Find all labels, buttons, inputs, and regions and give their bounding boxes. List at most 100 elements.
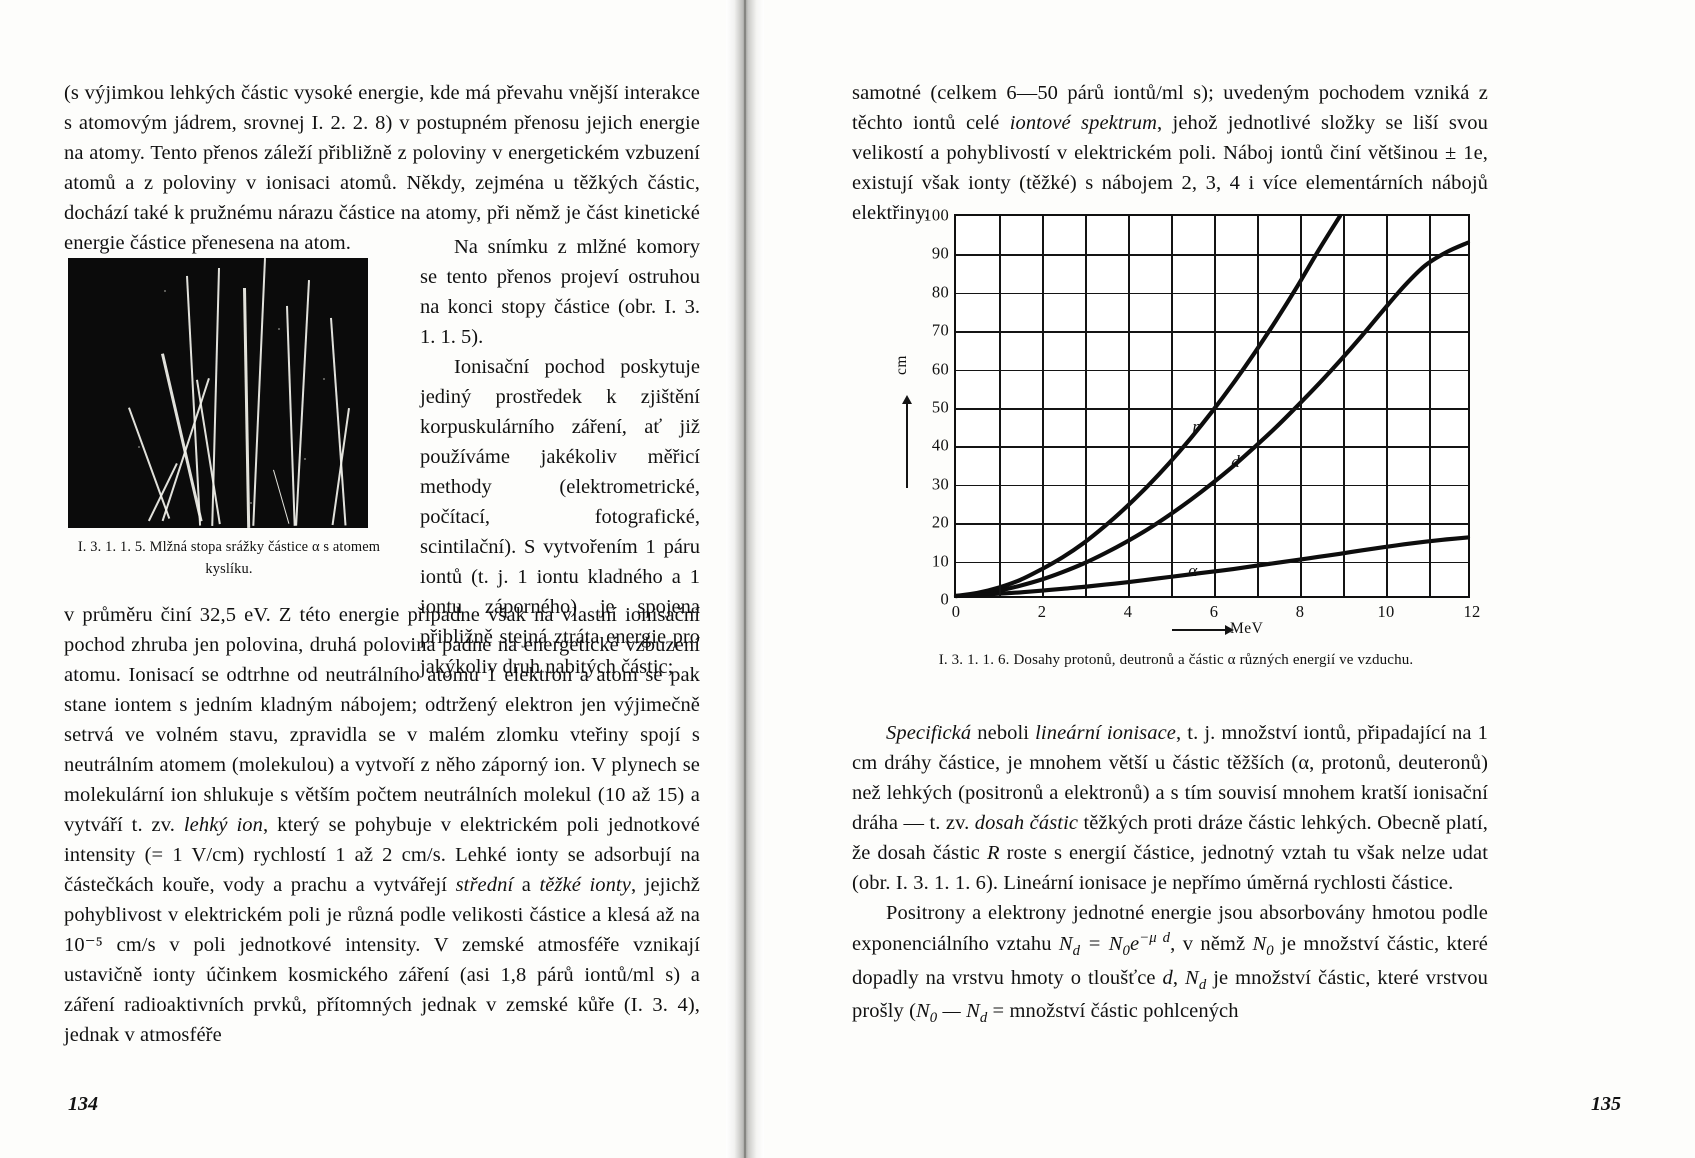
page-number-right: 135 [1591,1093,1621,1115]
right-paragraph-2: Specifická neboli lineární ionisace, t. … [852,718,1488,898]
lp4-c: a [513,874,540,897]
right-paragraph-1: samotné (celkem 6—50 párů iontů/ml s); u… [852,78,1488,228]
y-axis-arrow-icon [901,395,912,488]
rp2-it3: dosah částic [974,812,1079,835]
page-number-left: 134 [68,1093,98,1115]
rp2-d: roste s energií částice, jednotný vztah … [852,842,1488,895]
y-axis-tick-label: 70 [931,320,949,340]
y-axis-tick-label: 30 [931,474,949,494]
left-page-column: (s výjimkou lehkých částic vysoké energi… [64,78,700,258]
rp2-it4: R [987,842,1000,865]
x-axis-unit-label: MeV [1230,620,1264,637]
photo-caption: I. 3. 1. 1. 5. Mlžná stopa srážky částic… [77,539,381,577]
gridline-horizontal [956,484,1468,487]
gridline-vertical [1214,216,1216,596]
cloud-chamber-figure: I. 3. 1. 1. 5. Mlžná stopa srážky částic… [68,258,380,580]
rp3-c: je množství částic, které dopadly na vrs… [852,933,1489,989]
range-energy-chart-figure: cm MeV 0 10 20 30 40 50 60 70 80 90 100 0 2 4 6 8 10 12 p d… [866,206,1486,669]
gridline-vertical [1128,216,1130,596]
chart-plot-area: 0 10 20 30 40 50 60 70 80 90 100 0 2 4 6 8 10 12 p d α [923,206,1480,621]
chart-caption: I. 3. 1. 1. 6. Dosahy protonů, deutronů … [938,652,1414,668]
left-paragraph-1: (s výjimkou lehkých částic vysoké energi… [64,82,700,255]
left-page-wrapped-text: Na snímku z mlžné komory se tento přenos… [420,232,700,682]
y-axis-tick-label: 80 [931,282,949,302]
left-paragraph-4: v průměru činí 32,5 eV. Z této energie p… [64,600,700,1050]
y-axis-tick-label: 10 [931,551,949,571]
gridline-horizontal [956,408,1468,410]
rp2-c: těžkých proti dráze částic lehkých. Obec… [852,812,1488,865]
gridline-horizontal [956,292,1468,295]
y-axis-tick-label: 40 [931,435,949,455]
left-page-lower-text: v průměru činí 32,5 eV. Z této energie p… [64,600,700,1050]
gridline-vertical [1343,216,1345,596]
lp4-a: v průměru činí 32,5 eV. Z této energie p… [64,604,700,837]
y-axis-tick-label: 50 [931,397,949,417]
x-axis-tick-label: 12 [1463,602,1481,621]
rp2-it1: Specifická [886,722,972,744]
gridline-horizontal [956,331,1468,333]
gridline-vertical [1171,216,1173,596]
y-axis-tick-label: 0 [940,589,949,609]
curve-label-alpha: α [1188,561,1198,581]
gridline-vertical [1042,216,1044,596]
rp1-it: iontové spektrum [1009,112,1157,135]
y-axis-unit-label: cm [892,355,910,375]
cloud-chamber-photograph [68,258,368,528]
rp3-e: je množství částic, které vrstvou prošly… [852,966,1489,1023]
gridline-horizontal [956,369,1468,372]
x-axis-tick-label: 2 [1037,602,1047,621]
gridline-horizontal [956,446,1468,448]
right-paragraph-3: Positrony a elektrony jednotné energie j… [852,898,1488,1030]
rp2-b: , t. j. množství iontů, připadající na 1… [852,722,1488,835]
gridline-horizontal [956,561,1468,564]
rp2-a: neboli [971,722,1036,744]
rp2-it2: lineární ionisace [1035,722,1177,744]
x-axis-tick-label: 0 [951,602,961,621]
absorption-equation: Nd = N0e−μ d [1058,930,1171,960]
rp3-a: Positrony a elektrony jednotné energie j… [852,902,1488,956]
curve-label-d: d [1231,451,1240,471]
curve-alpha [953,535,1471,599]
lp4-it3: těžké ionty [539,874,631,897]
x-axis-tick-label: 8 [1295,602,1305,621]
y-axis-tick-label: 20 [931,512,949,532]
rp1-b: , jehož jednotlivé složky se liší svou v… [852,112,1488,225]
x-axis-tick-label: 4 [1123,602,1133,621]
curve-label-p: p [1192,417,1202,437]
chart-canvas: cm MeV 0 10 20 30 40 50 60 70 80 90 100 0 2 4 6 8 10 12 p d… [866,206,1486,637]
right-page-column: samotné (celkem 6—50 párů iontů/ml s); u… [852,78,1488,228]
book-spine-line [744,0,746,1158]
x-axis-tick-label: 10 [1377,602,1395,621]
symbol-Nd: Nd [1185,966,1207,993]
lp4-b: , který se pohybuje v elektrickém poli j… [64,814,700,897]
symbol-d: d [1162,966,1173,989]
x-axis-tick-label: 6 [1209,602,1219,621]
equation-difference: N0 — Nd [916,1000,988,1027]
rp3-d: , [1172,966,1186,989]
right-page-lower-text: Specifická neboli lineární ionisace, t. … [852,718,1488,1030]
rp1-a: samotné (celkem 6—50 párů iontů/ml s); u… [852,82,1488,135]
gridline-horizontal [956,254,1468,256]
gridline-vertical [999,216,1001,596]
rp3-b: , v němž [1170,933,1253,956]
x-axis-arrow-icon [1172,624,1234,635]
lp4-d: , jejichž pohyblivost v elektrickém poli… [64,874,700,1047]
lp4-it2: střední [455,874,514,897]
gridline-horizontal [956,523,1468,525]
y-axis-tick-label: 90 [931,243,949,263]
symbol-N0: N0 [1252,933,1274,960]
gridline-vertical [1085,216,1087,596]
y-axis-tick-label: 100 [923,205,949,225]
y-axis-tick-label: 60 [931,359,949,379]
curve-p [953,213,1343,599]
gridline-vertical [1429,216,1431,596]
lp4-it1: lehký ion [183,814,264,837]
gridline-vertical [1300,216,1302,596]
gridline-vertical [1386,216,1388,596]
chart-curves [953,213,1471,599]
left-paragraph-2: Na snímku z mlžné komory se tento přenos… [420,236,700,349]
left-paragraph-3: Ionisační pochod poskytuje jediný prostř… [420,356,700,679]
gridline-vertical [1257,216,1259,596]
curve-d [953,240,1471,599]
